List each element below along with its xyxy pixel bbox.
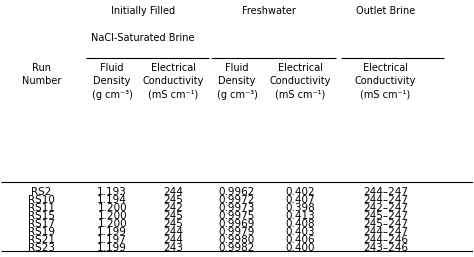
Text: 242: 242 [164, 203, 183, 213]
Text: 1.199: 1.199 [97, 243, 127, 253]
Text: 244–247: 244–247 [363, 227, 408, 237]
Text: 0.398: 0.398 [286, 203, 316, 213]
Text: 245: 245 [164, 195, 183, 205]
Text: 244: 244 [164, 235, 183, 245]
Text: Fluid
Density
(g cm⁻³): Fluid Density (g cm⁻³) [91, 63, 133, 100]
Text: 244: 244 [164, 187, 183, 197]
Text: RS23: RS23 [28, 243, 55, 253]
Text: NaCl-Saturated Brine: NaCl-Saturated Brine [91, 33, 194, 43]
Text: 0.9969: 0.9969 [219, 219, 255, 229]
Text: 244–247: 244–247 [363, 195, 408, 205]
Text: RS2: RS2 [31, 187, 52, 197]
Text: 0.403: 0.403 [286, 227, 315, 237]
Text: 0.408: 0.408 [286, 219, 315, 229]
Text: 0.9972: 0.9972 [219, 195, 255, 205]
Text: 1.200: 1.200 [97, 211, 127, 221]
Text: RS10: RS10 [28, 195, 55, 205]
Text: 1.200: 1.200 [97, 219, 127, 229]
Text: 0.9973: 0.9973 [219, 203, 255, 213]
Text: 244–246: 244–246 [363, 235, 408, 245]
Text: Electrical
Conductivity
(mS cm⁻¹): Electrical Conductivity (mS cm⁻¹) [270, 63, 331, 100]
Text: 243–246: 243–246 [363, 243, 408, 253]
Text: 0.413: 0.413 [286, 211, 316, 221]
Text: 1.199: 1.199 [97, 227, 127, 237]
Text: 1.193: 1.193 [97, 187, 127, 197]
Text: Electrical
Conductivity
(mS cm⁻¹): Electrical Conductivity (mS cm⁻¹) [143, 63, 204, 100]
Text: RS11: RS11 [28, 203, 55, 213]
Text: Electrical
Conductivity
(mS cm⁻¹): Electrical Conductivity (mS cm⁻¹) [355, 63, 416, 100]
Text: Freshwater: Freshwater [242, 6, 296, 16]
Text: 245–247: 245–247 [363, 211, 408, 221]
Text: 0.406: 0.406 [286, 235, 315, 245]
Text: 0.9982: 0.9982 [219, 243, 255, 253]
Text: 1.197: 1.197 [97, 235, 127, 245]
Text: 242–247: 242–247 [363, 203, 408, 213]
Text: 1.194: 1.194 [97, 195, 127, 205]
Text: Run
Number: Run Number [22, 63, 61, 86]
Text: 0.402: 0.402 [286, 187, 315, 197]
Text: RS19: RS19 [28, 227, 55, 237]
Text: 0.9962: 0.9962 [219, 187, 255, 197]
Text: 245: 245 [164, 211, 183, 221]
Text: 245: 245 [164, 219, 183, 229]
Text: RS15: RS15 [28, 211, 55, 221]
Text: RS17: RS17 [28, 219, 55, 229]
Text: 0.407: 0.407 [286, 195, 315, 205]
Text: Fluid
Density
(g cm⁻³): Fluid Density (g cm⁻³) [217, 63, 257, 100]
Text: 244–247: 244–247 [363, 187, 408, 197]
Text: Outlet Brine: Outlet Brine [356, 6, 415, 16]
Text: 0.9980: 0.9980 [219, 235, 255, 245]
Text: 0.9979: 0.9979 [219, 227, 255, 237]
Text: 244: 244 [164, 227, 183, 237]
Text: 1.200: 1.200 [97, 203, 127, 213]
Text: 243: 243 [164, 243, 183, 253]
Text: 245–247: 245–247 [363, 219, 408, 229]
Text: 0.9975: 0.9975 [219, 211, 255, 221]
Text: Initially Filled: Initially Filled [111, 6, 175, 16]
Text: 0.400: 0.400 [286, 243, 315, 253]
Text: RS21: RS21 [28, 235, 55, 245]
